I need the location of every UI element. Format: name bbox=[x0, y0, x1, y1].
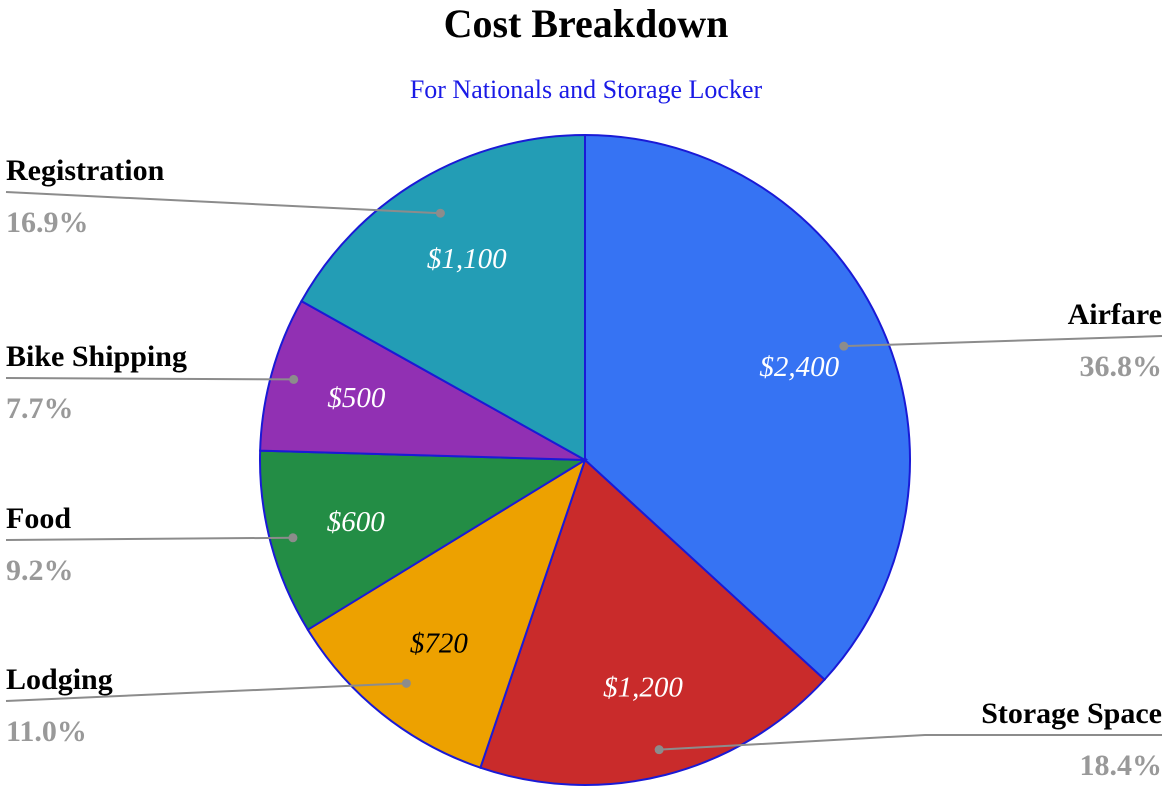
slice-value-label: $500 bbox=[327, 382, 386, 414]
pie-slice-lodging bbox=[306, 457, 587, 769]
category-label: Food bbox=[6, 502, 71, 535]
leader-lines bbox=[5, 191, 1163, 755]
category-labels: Airfare 36.8% Storage Space 18.4% Lodging 11.… bbox=[6, 154, 1162, 782]
slice-value-label: $720 bbox=[410, 628, 469, 660]
pie-slice-storage-space bbox=[479, 458, 826, 786]
percent-label: 18.4% bbox=[1080, 749, 1163, 782]
slice-value-label: $1,100 bbox=[427, 243, 507, 275]
percent-label: 11.0% bbox=[6, 715, 87, 748]
percent-label: 7.7% bbox=[6, 392, 74, 425]
percent-label: 36.8% bbox=[1080, 350, 1163, 383]
category-label: Registration bbox=[6, 154, 165, 187]
chart-subtitle: For Nationals and Storage Locker bbox=[410, 75, 763, 104]
leader-line bbox=[5, 191, 441, 215]
pie-slices bbox=[259, 133, 911, 786]
leader-line bbox=[659, 734, 1162, 751]
slice-value-label: $1,200 bbox=[603, 672, 683, 704]
category-label: Bike Shipping bbox=[6, 340, 187, 373]
pie-slice-bike-shipping bbox=[259, 299, 586, 461]
leader-line bbox=[5, 536, 293, 541]
leader-line bbox=[5, 682, 407, 702]
leader-line bbox=[5, 377, 294, 381]
category-label: Storage Space bbox=[981, 697, 1162, 730]
slice-value-labels: $2,400 $1,200 $720 $600 $500 $1,100 bbox=[327, 243, 840, 704]
pie-slice-airfare bbox=[584, 133, 911, 682]
percent-label: 9.2% bbox=[6, 554, 74, 587]
category-label: Airfare bbox=[1068, 298, 1162, 331]
slice-value-label: $600 bbox=[327, 506, 386, 538]
pie-slice-registration bbox=[300, 133, 586, 462]
category-label: Lodging bbox=[6, 663, 113, 696]
leader-line bbox=[843, 335, 1163, 348]
percent-label: 16.9% bbox=[6, 206, 89, 239]
pie-slice-food bbox=[259, 449, 589, 632]
slice-value-label: $2,400 bbox=[759, 351, 839, 383]
chart-title: Cost Breakdown bbox=[444, 1, 729, 46]
